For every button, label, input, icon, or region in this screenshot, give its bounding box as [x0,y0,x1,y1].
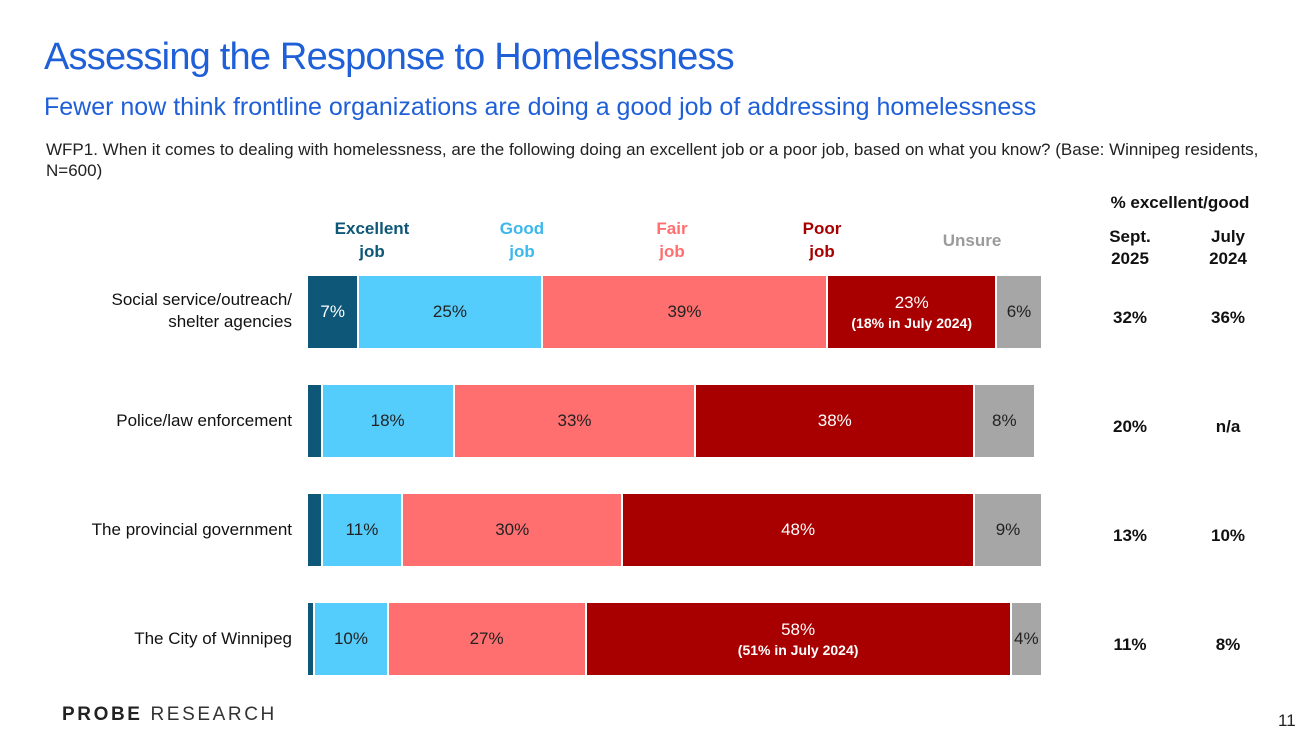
summary-value-sept-2025: 13% [1112,526,1148,545]
legend-item-line2: job [659,242,685,261]
bar-segment-good-job: 25% [359,276,543,348]
bar-segment-good-job: 18% [322,385,455,457]
summary-value-sept-2025: 20% [1112,417,1148,436]
legend-item-line1: Poor [802,219,842,238]
summary-value-july-2024: 8% [1215,635,1241,654]
probe-research-logo: PROBE RESEARCH [62,704,277,726]
summary-header: % excellent/good [1110,193,1250,212]
legend-item-line2: job [809,242,835,261]
bar-segment-fair-job: 39% [542,276,829,348]
legend-item-line1: Good [499,219,545,238]
summary-value-sept-2025: 32% [1112,308,1148,327]
row-label: The City of Winnipeg [134,629,292,648]
data-label: 10% [333,629,368,648]
bar-segment-fair-job: 30% [403,494,624,566]
data-label: 27% [469,629,504,648]
bar-row: 11% 30% 48% 9% [308,494,1041,566]
logo-rest-text: RESEARCH [150,704,277,725]
bar-segment-poor-job: 23% (18% in July 2024) [828,276,997,348]
legend-item-line1: Excellent [334,219,410,238]
data-label: 4% [1014,629,1039,648]
bar-segment-unsure: 6% [997,276,1041,348]
row-label: Social service/outreach/ shelter agencie… [111,290,292,331]
bar-segment-fair-job: 33% [454,385,697,457]
summary-value-july-2024: 10% [1210,526,1246,545]
page-title: Assessing the Response to Homelessness [44,36,735,78]
bar-segment-excellent-job [308,603,316,675]
legend-item-1: Good job [462,217,582,263]
summary-col-sept-2025: Sept. 2025 [1090,226,1170,270]
data-label: 6% [1006,302,1032,321]
legend-item-4: Unsure [912,229,1032,252]
bar-segment-unsure: 8% [975,385,1034,457]
bar-segment-excellent-job [308,494,323,566]
legend-item-line2: job [509,242,535,261]
bar-segment-excellent-job [308,385,323,457]
data-label: 48% [781,520,816,539]
summary-value-sept-2025: 11% [1113,635,1147,654]
data-label: 11% [345,520,379,539]
survey-question: WFP1. When it comes to dealing with home… [46,140,1259,180]
bar-segment-poor-job: 38% [696,385,976,457]
data-label: 25% [432,302,467,321]
summary-col-july-line1: July [1210,227,1246,246]
data-label: 58% [781,620,816,639]
legend-item-line1: Fair [656,219,688,238]
bar-segment-excellent-job: 7% [308,276,360,348]
data-label: 30% [495,520,530,539]
bar-segment-fair-job: 27% [388,603,587,675]
bar-segment-good-job: 11% [322,494,404,566]
legend-item-3: Poor job [762,217,882,263]
bar-segment-poor-job: 48% [623,494,976,566]
bar-row: 18% 33% 38% 8% [308,385,1041,457]
legend-item-0: Excellent job [312,217,432,263]
data-label: 39% [667,302,702,321]
summary-col-sept-line1: Sept. [1109,227,1151,246]
data-label: 8% [992,411,1017,430]
bar-segment-good-job: 10% [315,603,389,675]
legend-item-2: Fair job [612,217,732,263]
row-label: Police/law enforcement [116,411,292,430]
summary-value-july-2024: n/a [1215,417,1241,436]
summary-col-july-2024: July 2024 [1188,226,1268,270]
data-label: 18% [370,411,405,430]
bar-row: 10% 27% 58% (51% in July 2024) 4% [308,603,1041,675]
data-label: 33% [557,411,592,430]
page-subtitle: Fewer now think frontline organizations … [44,93,1037,121]
bar-segment-poor-job: 58% (51% in July 2024) [586,603,1012,675]
row-label: The provincial government [91,520,292,539]
comparison-note: (18% in July 2024) [851,315,973,331]
data-label: 23% [894,293,929,312]
data-label: 7% [320,302,345,321]
data-label: 38% [817,411,852,430]
data-label: 9% [995,520,1021,539]
legend-item-line2: job [359,242,385,261]
bar-row: 7% 25% 39% 23% (18% in July 2024) 6% [308,276,1041,348]
legend-item-line1: Unsure [942,231,1002,250]
bar-segment-unsure: 4% [1011,603,1041,675]
bar-segment-unsure: 9% [975,494,1041,566]
summary-col-july-line2: 2024 [1209,249,1247,268]
logo-bold-text: PROBE [62,704,143,725]
page-number: 11 [1278,711,1296,730]
summary-col-sept-line2: 2025 [1111,249,1149,268]
summary-value-july-2024: 36% [1210,308,1246,327]
comparison-note: (51% in July 2024) [737,642,859,658]
